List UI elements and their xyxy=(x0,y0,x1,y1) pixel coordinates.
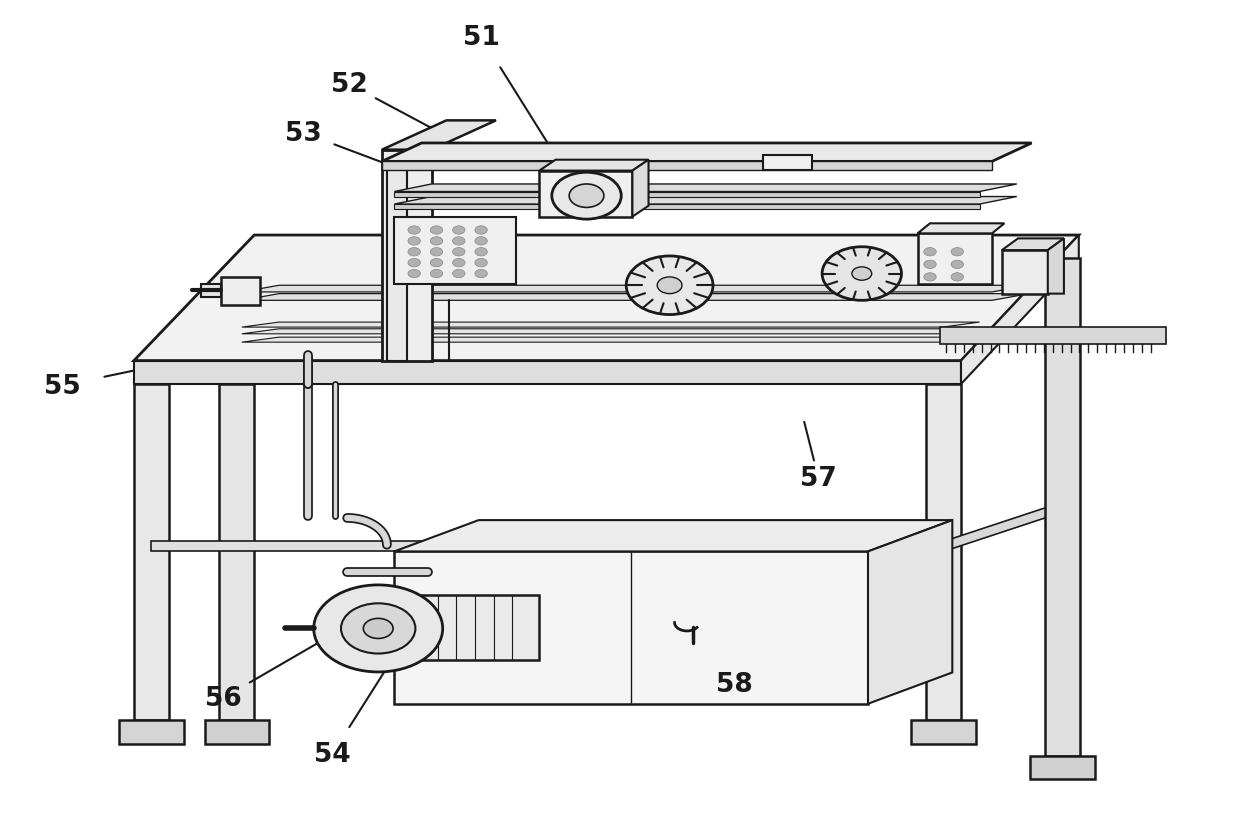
Polygon shape xyxy=(918,224,1004,234)
Polygon shape xyxy=(944,503,1060,552)
Polygon shape xyxy=(242,329,980,334)
Circle shape xyxy=(552,173,621,220)
Text: 54: 54 xyxy=(314,741,351,767)
Text: 56: 56 xyxy=(205,685,242,711)
Polygon shape xyxy=(201,284,221,298)
Text: 51: 51 xyxy=(463,24,500,51)
Polygon shape xyxy=(394,185,1017,192)
Circle shape xyxy=(408,270,420,278)
Polygon shape xyxy=(134,385,169,721)
Polygon shape xyxy=(242,323,980,328)
Circle shape xyxy=(951,261,963,269)
Polygon shape xyxy=(119,721,184,744)
Polygon shape xyxy=(394,192,980,197)
Circle shape xyxy=(430,227,443,235)
Text: 57: 57 xyxy=(800,465,837,492)
Circle shape xyxy=(657,278,682,294)
Polygon shape xyxy=(242,338,980,343)
Polygon shape xyxy=(242,286,1029,293)
Circle shape xyxy=(924,273,936,282)
Polygon shape xyxy=(911,721,976,744)
Circle shape xyxy=(951,273,963,282)
Polygon shape xyxy=(868,521,952,704)
Circle shape xyxy=(408,248,420,257)
Circle shape xyxy=(475,237,487,246)
Polygon shape xyxy=(1030,756,1095,779)
Polygon shape xyxy=(539,171,632,217)
Circle shape xyxy=(626,257,713,315)
Circle shape xyxy=(341,604,415,654)
Polygon shape xyxy=(632,161,649,217)
Circle shape xyxy=(951,248,963,257)
Circle shape xyxy=(453,270,465,278)
Circle shape xyxy=(314,585,443,672)
Polygon shape xyxy=(1048,239,1064,294)
Circle shape xyxy=(924,248,936,257)
Polygon shape xyxy=(539,161,649,171)
Circle shape xyxy=(475,270,487,278)
Polygon shape xyxy=(205,721,269,744)
Polygon shape xyxy=(1002,251,1048,294)
Polygon shape xyxy=(219,385,254,721)
Polygon shape xyxy=(394,197,1017,205)
Circle shape xyxy=(569,185,604,208)
Polygon shape xyxy=(394,205,980,210)
Circle shape xyxy=(430,248,443,257)
Polygon shape xyxy=(394,521,952,552)
Polygon shape xyxy=(382,121,496,150)
Polygon shape xyxy=(1002,239,1064,251)
Circle shape xyxy=(924,261,936,269)
Circle shape xyxy=(408,237,420,246)
Text: 53: 53 xyxy=(285,120,322,147)
Circle shape xyxy=(408,259,420,268)
Circle shape xyxy=(430,237,443,246)
Polygon shape xyxy=(394,552,868,704)
Polygon shape xyxy=(387,162,407,361)
Polygon shape xyxy=(134,361,961,385)
Polygon shape xyxy=(151,542,944,552)
Polygon shape xyxy=(926,385,961,721)
Circle shape xyxy=(852,268,872,281)
Circle shape xyxy=(475,227,487,235)
Polygon shape xyxy=(134,236,1079,361)
Circle shape xyxy=(430,270,443,278)
Polygon shape xyxy=(763,155,812,171)
Text: 52: 52 xyxy=(331,72,368,99)
Circle shape xyxy=(453,237,465,246)
Circle shape xyxy=(453,248,465,257)
Circle shape xyxy=(453,259,465,268)
Polygon shape xyxy=(961,236,1079,385)
Polygon shape xyxy=(242,294,1029,301)
Circle shape xyxy=(475,259,487,268)
Circle shape xyxy=(363,619,393,639)
Polygon shape xyxy=(409,595,539,660)
Text: 55: 55 xyxy=(43,373,81,400)
Circle shape xyxy=(475,248,487,257)
Polygon shape xyxy=(918,234,992,284)
Polygon shape xyxy=(382,144,1032,162)
Polygon shape xyxy=(1045,259,1080,756)
Circle shape xyxy=(430,259,443,268)
Circle shape xyxy=(408,227,420,235)
Polygon shape xyxy=(221,278,260,305)
Polygon shape xyxy=(382,162,992,171)
Circle shape xyxy=(822,247,901,301)
Polygon shape xyxy=(382,150,432,361)
Polygon shape xyxy=(940,328,1166,344)
Polygon shape xyxy=(394,217,516,284)
Text: 58: 58 xyxy=(715,670,753,697)
Circle shape xyxy=(453,227,465,235)
